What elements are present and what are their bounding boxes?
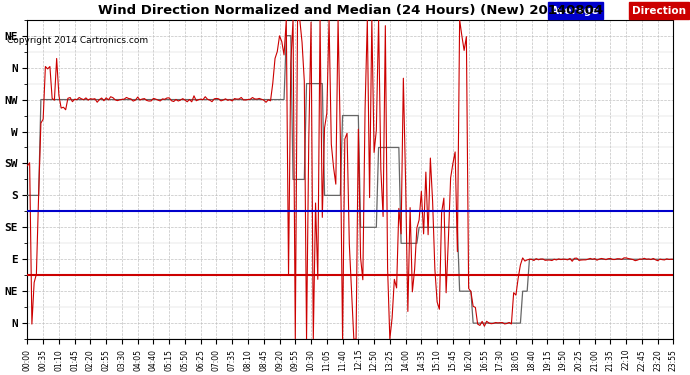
Text: Direction: Direction — [632, 6, 686, 15]
Title: Wind Direction Normalized and Median (24 Hours) (New) 20140804: Wind Direction Normalized and Median (24… — [98, 4, 603, 17]
Text: Average: Average — [551, 6, 600, 15]
Text: Copyright 2014 Cartronics.com: Copyright 2014 Cartronics.com — [7, 36, 148, 45]
